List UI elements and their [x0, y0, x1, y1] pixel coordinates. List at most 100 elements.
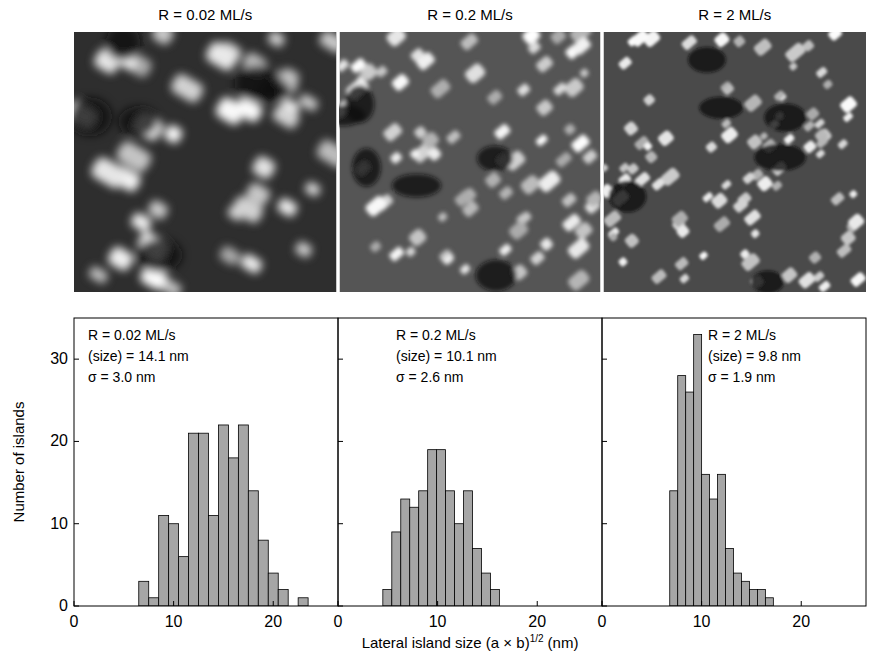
x-tick	[338, 601, 339, 606]
annotation: σ = 1.9 nm	[708, 369, 775, 385]
stm-island	[784, 41, 807, 63]
histogram-bar	[490, 590, 499, 606]
stm-image	[340, 32, 601, 292]
stm-island	[571, 36, 592, 57]
x-tick-label: 10	[693, 613, 711, 630]
stm-island	[710, 191, 729, 210]
stm-island	[405, 246, 417, 258]
stm-island	[722, 83, 735, 96]
stm-hole	[476, 260, 517, 291]
histogram-bar	[278, 590, 288, 606]
histogram-bar	[749, 590, 757, 606]
stm-island	[759, 131, 768, 140]
stm-island	[129, 211, 153, 233]
x-axis-title-text: Lateral island size (a × b)	[362, 634, 530, 651]
stm-island	[822, 79, 833, 90]
stm-island	[743, 208, 762, 226]
x-tick	[273, 601, 274, 606]
stm-island	[369, 240, 382, 253]
annotation: (size) = 14.1 nm	[88, 348, 189, 364]
stm-hole	[340, 105, 365, 126]
stm-island	[618, 162, 630, 173]
stm-island	[842, 112, 853, 123]
stm-island	[830, 191, 846, 206]
figure: R = 0.02 ML/sR = 0.2 ML/sR = 2 ML/s01020…	[0, 0, 875, 658]
stm-hole	[754, 144, 806, 171]
stm-island	[271, 103, 302, 130]
stm-island	[848, 189, 858, 199]
stm-island	[409, 148, 421, 160]
stm-island	[498, 243, 512, 257]
x-tick-label: 20	[264, 613, 282, 630]
stm-island	[630, 32, 650, 48]
stm-island	[608, 232, 618, 242]
stm-hole	[136, 238, 183, 272]
histogram-bar	[228, 458, 238, 606]
stm-island	[561, 213, 582, 233]
stm-island	[389, 151, 403, 165]
histogram-bar	[741, 581, 749, 606]
stm-hole	[106, 32, 140, 61]
stm-island	[753, 37, 773, 57]
stm-island	[555, 151, 573, 168]
stm-island	[773, 90, 785, 102]
stm-island	[783, 133, 795, 145]
stm-island	[771, 180, 783, 192]
stm-island	[535, 55, 554, 74]
y-tick	[338, 359, 343, 360]
x-tick-label: 0	[70, 613, 79, 630]
plot-frame	[602, 318, 866, 606]
y-tick	[602, 606, 607, 607]
histogram-bar	[189, 433, 199, 606]
stm-island	[276, 196, 299, 218]
x-tick-label: 20	[792, 613, 810, 630]
stm-island	[675, 224, 690, 239]
histogram-bar	[199, 433, 209, 606]
stm-island	[169, 72, 206, 105]
stm-island	[391, 73, 411, 92]
stm-island	[732, 197, 749, 214]
stm-island	[340, 58, 350, 73]
y-tick	[74, 441, 79, 442]
stm-hole	[764, 103, 806, 131]
x-axis-title-unit: (nm)	[548, 634, 579, 651]
stm-island	[679, 273, 690, 284]
histogram-bar	[718, 474, 726, 606]
stm-hole	[74, 98, 112, 136]
y-tick	[602, 441, 607, 442]
stm-island	[644, 150, 658, 164]
histogram-bar	[392, 532, 401, 606]
stm-island	[670, 210, 689, 228]
stm-island	[315, 138, 337, 170]
histogram-bar	[726, 548, 734, 606]
stm-hole	[609, 181, 647, 213]
stm-island	[604, 209, 623, 228]
stm-island	[740, 252, 761, 272]
stm-island	[445, 129, 461, 145]
stm-island	[750, 228, 761, 238]
stm-image	[74, 32, 337, 292]
stm-island	[818, 280, 832, 292]
stm-background	[604, 32, 867, 292]
histogram-bar	[410, 507, 419, 606]
x-tick-label: 20	[528, 613, 546, 630]
stm-island	[561, 192, 578, 208]
annotation: R = 0.02 ML/s	[88, 327, 176, 343]
stm-island	[788, 62, 798, 72]
y-tick-label: 0	[59, 597, 68, 614]
histogram-bar	[481, 573, 490, 606]
stm-hole	[352, 148, 381, 186]
histogram-bar	[238, 425, 248, 606]
histogram-bar	[159, 515, 169, 606]
stm-island	[815, 66, 828, 79]
stm-island	[239, 252, 264, 275]
stm-island	[805, 106, 820, 121]
stm-hole	[477, 146, 513, 171]
x-tick	[701, 601, 702, 606]
stm-island	[250, 154, 277, 181]
stm-island	[839, 95, 859, 114]
x-tick	[74, 601, 75, 606]
stm-island	[213, 95, 247, 127]
histogram-bar	[702, 474, 710, 606]
y-tick	[74, 523, 79, 524]
